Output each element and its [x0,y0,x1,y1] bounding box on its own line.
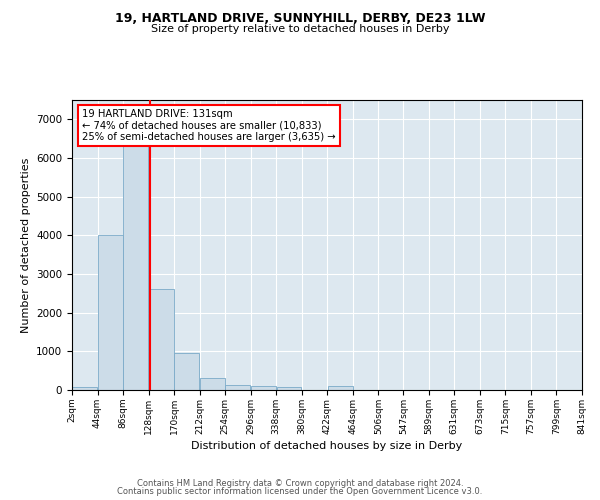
Bar [226,386,250,390]
Text: Contains public sector information licensed under the Open Government Licence v3: Contains public sector information licen… [118,487,482,496]
Bar [200,378,225,390]
Text: 19 HARTLAND DRIVE: 131sqm
← 74% of detached houses are smaller (10,833)
25% of s: 19 HARTLAND DRIVE: 131sqm ← 74% of detac… [82,108,336,142]
Bar [73,387,97,390]
Bar [328,386,353,390]
Bar [175,354,199,390]
Bar [149,290,174,390]
Text: 19, HARTLAND DRIVE, SUNNYHILL, DERBY, DE23 1LW: 19, HARTLAND DRIVE, SUNNYHILL, DERBY, DE… [115,12,485,26]
Text: Contains HM Land Registry data © Crown copyright and database right 2024.: Contains HM Land Registry data © Crown c… [137,478,463,488]
Bar [251,386,276,390]
X-axis label: Distribution of detached houses by size in Derby: Distribution of detached houses by size … [191,441,463,451]
Bar [124,138,148,390]
Bar [98,236,123,390]
Y-axis label: Number of detached properties: Number of detached properties [20,158,31,332]
Bar [277,387,301,390]
Text: Size of property relative to detached houses in Derby: Size of property relative to detached ho… [151,24,449,34]
